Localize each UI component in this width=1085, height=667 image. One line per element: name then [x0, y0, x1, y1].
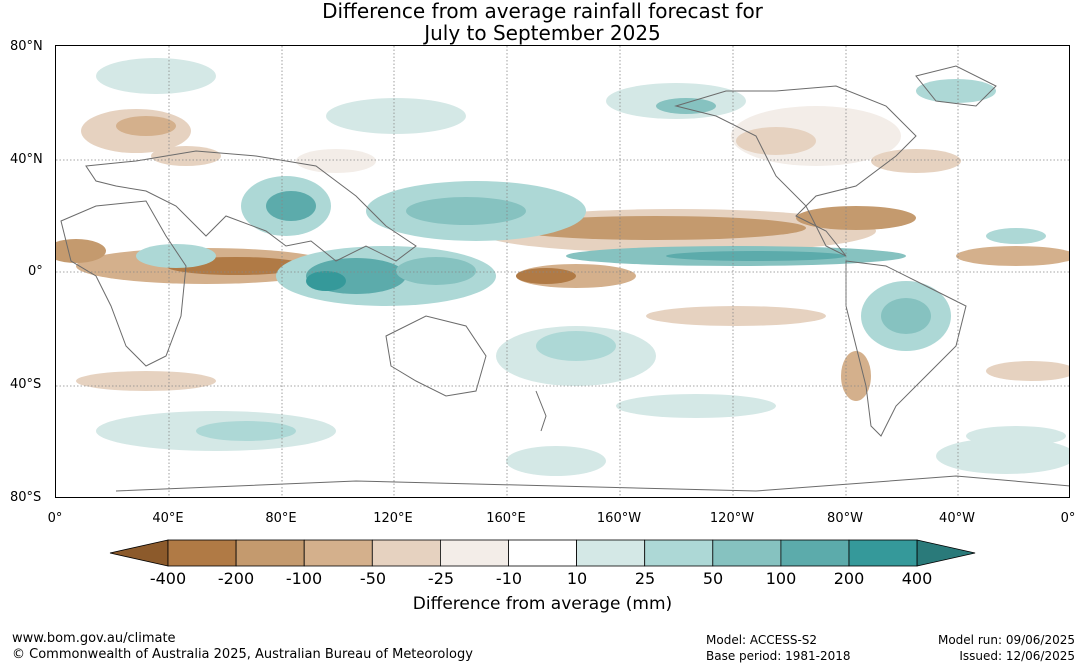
colorbar-tick: -25: [427, 569, 455, 588]
colorbar-tick: 400: [901, 569, 933, 588]
colorbar-extension-high: [916, 539, 976, 567]
map-title-line-2: July to September 2025: [424, 21, 661, 45]
colorbar-tick: 10: [566, 569, 588, 588]
colorbar-tick: 100: [765, 569, 797, 588]
lon-label-40e: 40°E: [152, 511, 184, 526]
lon-label-160w: 160°W: [596, 511, 642, 526]
colorbar-swatch: [576, 539, 646, 567]
colorbar-swatch: [848, 539, 918, 567]
colorbar-extension-low: [109, 539, 169, 567]
bom-url: www.bom.gov.au/climate: [12, 631, 176, 646]
lon-label-120e: 120°E: [373, 511, 413, 526]
rainfall-map-svg: [56, 46, 1069, 497]
graticule: [56, 46, 1069, 497]
rainfall-map: [55, 45, 1070, 498]
lon-label-0-left: 0°: [47, 511, 63, 526]
map-title-line-1: Difference from average rainfall forecas…: [322, 0, 763, 23]
colorbar-swatch: [439, 539, 509, 567]
colorbar-swatch: [167, 539, 237, 567]
colorbar-tick: -200: [217, 569, 255, 588]
lon-label-160e: 160°E: [486, 511, 526, 526]
copyright-text: © Commonwealth of Australia 2025, Austra…: [12, 647, 473, 662]
lat-label-40s: 40°S: [10, 377, 42, 392]
colorbar-tick: 50: [702, 569, 724, 588]
issued-date: Issued: 12/06/2025: [959, 649, 1075, 663]
colorbar-swatch: [371, 539, 441, 567]
colorbar-tick: 200: [833, 569, 865, 588]
colorbar-tick: -400: [149, 569, 187, 588]
colorbar-tick: -50: [359, 569, 387, 588]
lon-label-80e: 80°E: [265, 511, 297, 526]
lat-label-0: 0°: [28, 264, 43, 279]
lon-label-80w: 80°W: [827, 511, 863, 526]
colorbar-swatch: [644, 539, 714, 567]
base-period: Base period: 1981-2018: [706, 649, 851, 663]
lat-label-80s: 80°S: [10, 490, 42, 505]
colorbar-swatch: [780, 539, 850, 567]
model-run-date: Model run: 09/06/2025: [937, 633, 1075, 647]
colorbar: [109, 539, 976, 567]
lat-label-80n: 80°N: [10, 39, 43, 54]
colorbar-tick: -100: [285, 569, 323, 588]
colorbar-swatch: [508, 539, 577, 567]
wet-anomaly-regions: [96, 58, 1069, 476]
colorbar-swatch: [235, 539, 305, 567]
lon-label-0-right: 0°: [1060, 511, 1076, 526]
lat-label-40n: 40°N: [10, 152, 43, 167]
colorbar-label: Difference from average (mm): [412, 594, 673, 614]
model-name: Model: ACCESS-S2: [706, 633, 818, 647]
colorbar-swatch: [712, 539, 782, 567]
lon-label-40w: 40°W: [939, 511, 975, 526]
lon-label-120w: 120°W: [709, 511, 755, 526]
coastlines: [60, 65, 1069, 492]
colorbar-tick: -10: [495, 569, 523, 588]
colorbar-tick: 25: [634, 569, 656, 588]
colorbar-swatch: [303, 539, 373, 567]
